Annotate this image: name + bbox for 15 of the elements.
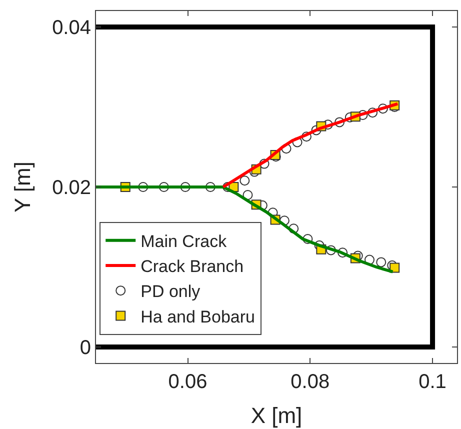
legend-label: Ha and Bobaru <box>140 307 255 326</box>
x-tick-label: 0.1 <box>418 371 446 393</box>
x-axis-title: X [m] <box>250 402 302 428</box>
point <box>240 176 250 186</box>
x-tick-label: 0.08 <box>290 371 330 393</box>
legend-label: Main Crack <box>140 232 228 252</box>
point <box>376 257 386 268</box>
x-tick-label: 0.06 <box>168 371 208 393</box>
legend-label: Crack Branch <box>140 257 244 276</box>
y-tick-label: 0 <box>80 337 91 359</box>
legend-label: PD only <box>140 282 201 302</box>
y-tick-label: 0.02 <box>52 177 91 199</box>
point <box>390 262 400 273</box>
y-tick-label: 0.04 <box>52 17 91 39</box>
y-axis-title: Y [m] <box>10 162 35 212</box>
